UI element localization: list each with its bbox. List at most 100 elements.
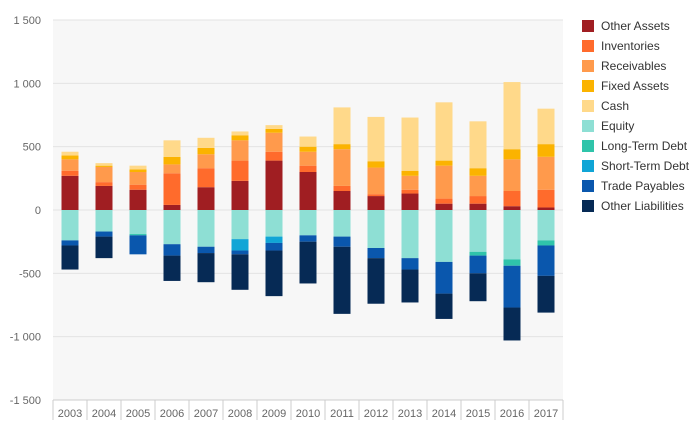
bar-other-liabilities-2007 [197,253,215,283]
bar-equity-2011 [333,210,351,237]
legend-swatch [582,20,594,32]
bar-equity-2006 [163,210,181,245]
legend-item-equity[interactable]: Equity [582,116,700,136]
bar-other-liabilities-2006 [163,255,181,281]
bar-trade-payables-2003 [61,240,79,246]
bar-other-assets-2006 [163,204,181,210]
legend-item-inventories[interactable]: Inventories [582,36,700,56]
legend-label: Long-Term Debt [601,139,688,153]
bar-fixed-assets-2013 [401,170,419,176]
bar-receivables-2014 [435,165,453,199]
bar-other-assets-2014 [435,203,453,210]
bar-fixed-assets-2012 [367,161,385,168]
bar-short-term-debt-2009 [265,236,283,243]
bar-equity-2005 [129,210,147,235]
bar-other-assets-2004 [95,185,113,210]
bar-other-assets-2011 [333,191,351,210]
bar-equity-2015 [469,210,487,252]
bar-cash-2010 [299,136,317,147]
bars [61,82,555,341]
bar-inventories-2003 [61,170,79,176]
legend-item-cash[interactable]: Cash [582,96,700,116]
bar-fixed-assets-2006 [163,156,181,165]
bar-fixed-assets-2004 [95,165,113,167]
bar-receivables-2003 [61,159,79,171]
bar-equity-2007 [197,210,215,247]
bar-trade-payables-2007 [197,246,215,254]
legend-item-short-term-debt[interactable]: Short-Term Debt [582,156,700,176]
bar-cash-2012 [367,116,385,162]
bar-fixed-assets-2014 [435,160,453,166]
bar-cash-2005 [129,165,147,170]
legend-label: Other Assets [601,19,670,33]
y-tick-label: 1 000 [13,78,41,90]
bar-trade-payables-2015 [469,255,487,274]
bar-trade-payables-2011 [333,236,351,247]
bar-other-assets-2003 [61,175,79,210]
bar-other-assets-2007 [197,187,215,210]
bar-cash-2009 [265,125,283,129]
legend-item-other-assets[interactable]: Other Assets [582,16,700,36]
bar-other-liabilities-2003 [61,245,79,270]
y-tick-label: 1 500 [13,15,41,27]
legend-label: Fixed Assets [601,79,670,93]
bar-fixed-assets-2011 [333,144,351,150]
x-tick-label: 2006 [160,408,184,420]
bar-cash-2017 [537,108,555,145]
x-tick-label: 2004 [92,408,116,420]
bar-inventories-2004 [95,182,113,186]
bar-equity-2009 [265,210,283,237]
bar-inventories-2010 [299,165,317,172]
bar-receivables-2005 [129,172,147,185]
bar-cash-2014 [435,102,453,161]
bar-inventories-2007 [197,168,215,188]
bar-inventories-2016 [503,191,521,207]
bar-receivables-2015 [469,175,487,197]
x-tick-label: 2009 [262,408,286,420]
legend-swatch [582,160,594,172]
legend-item-trade-payables[interactable]: Trade Payables [582,176,700,196]
x-tick-label: 2007 [194,408,218,420]
legend: Other Assets Inventories Receivables Fixed … [582,16,700,216]
bar-cash-2011 [333,107,351,145]
legend-swatch [582,140,594,152]
y-tick-label: 0 [35,205,41,217]
bar-equity-2013 [401,210,419,259]
bar-inventories-2006 [163,173,181,205]
bar-cash-2015 [469,121,487,169]
bar-inventories-2009 [265,151,283,161]
legend-item-fixed-assets[interactable]: Fixed Assets [582,76,700,96]
bar-cash-2004 [95,163,113,166]
legend-label: Receivables [601,59,667,73]
bar-short-term-debt-2008 [231,239,249,251]
legend-item-receivables[interactable]: Receivables [582,56,700,76]
bar-equity-2010 [299,210,317,236]
bar-trade-payables-2014 [435,261,453,294]
bar-fixed-assets-2007 [197,147,215,155]
y-tick-label: -500 [19,268,41,280]
bar-cash-2013 [401,117,419,171]
bar-other-liabilities-2008 [231,254,249,290]
y-tick-label: -1 000 [10,332,41,344]
legend-item-long-term-debt[interactable]: Long-Term Debt [582,136,700,156]
legend-item-other-liabilities[interactable]: Other Liabilities [582,196,700,216]
x-tick-label: 2013 [398,408,422,420]
x-tick-label: 2008 [228,408,252,420]
bar-trade-payables-2012 [367,248,385,259]
bar-inventories-2008 [231,160,249,181]
bar-other-liabilities-2012 [367,258,385,304]
bar-equity-2016 [503,210,521,260]
bar-inventories-2013 [401,189,419,194]
legend-label: Cash [601,99,630,113]
bar-receivables-2017 [537,156,555,190]
bar-other-liabilities-2016 [503,307,521,341]
x-tick-label: 2016 [500,408,524,420]
y-tick-label: 500 [23,142,41,154]
legend-swatch [582,40,594,52]
bar-fixed-assets-2005 [129,169,147,172]
x-tick-label: 2011 [330,408,354,420]
legend-swatch [582,80,594,92]
bar-fixed-assets-2009 [265,128,283,133]
legend-swatch [582,200,594,212]
